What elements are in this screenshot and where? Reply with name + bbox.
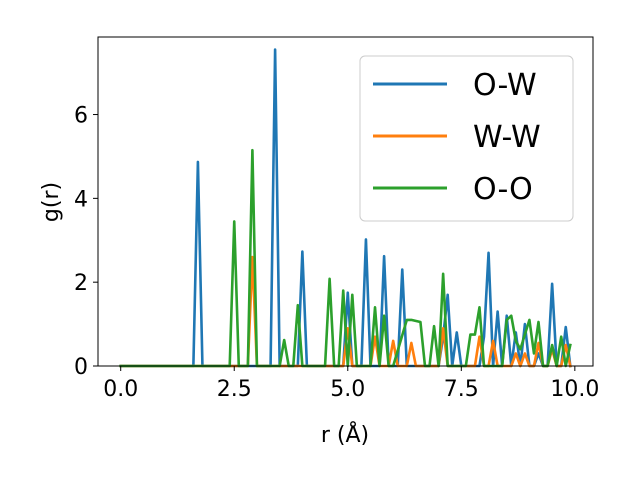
legend-label-o-w: O-W xyxy=(473,68,537,103)
y-tick-label: 4 xyxy=(74,187,88,212)
legend: O-W W-W O-O xyxy=(359,55,574,222)
y-tick-label: 0 xyxy=(74,355,88,380)
legend-box xyxy=(359,55,574,222)
x-tick-label: 5.0 xyxy=(330,377,365,402)
legend-label-w-w: W-W xyxy=(473,120,541,155)
legend-label-o-o: O-O xyxy=(473,172,533,207)
x-tick-label: 0.0 xyxy=(103,377,138,402)
x-tick-label: 2.5 xyxy=(217,377,252,402)
y-tick-label: 6 xyxy=(74,104,88,129)
x-axis: 0.0 2.5 5.0 7.5 10.0 xyxy=(103,366,599,402)
y-tick-label: 2 xyxy=(74,271,88,296)
plot-frame xyxy=(97,36,594,367)
x-tick-label: 10.0 xyxy=(550,377,599,402)
y-axis-label: g(r) xyxy=(39,182,64,222)
x-tick-label: 7.5 xyxy=(444,377,479,402)
x-axis-label: r (Å) xyxy=(321,421,369,448)
y-axis: 0 2 4 6 xyxy=(74,104,98,380)
